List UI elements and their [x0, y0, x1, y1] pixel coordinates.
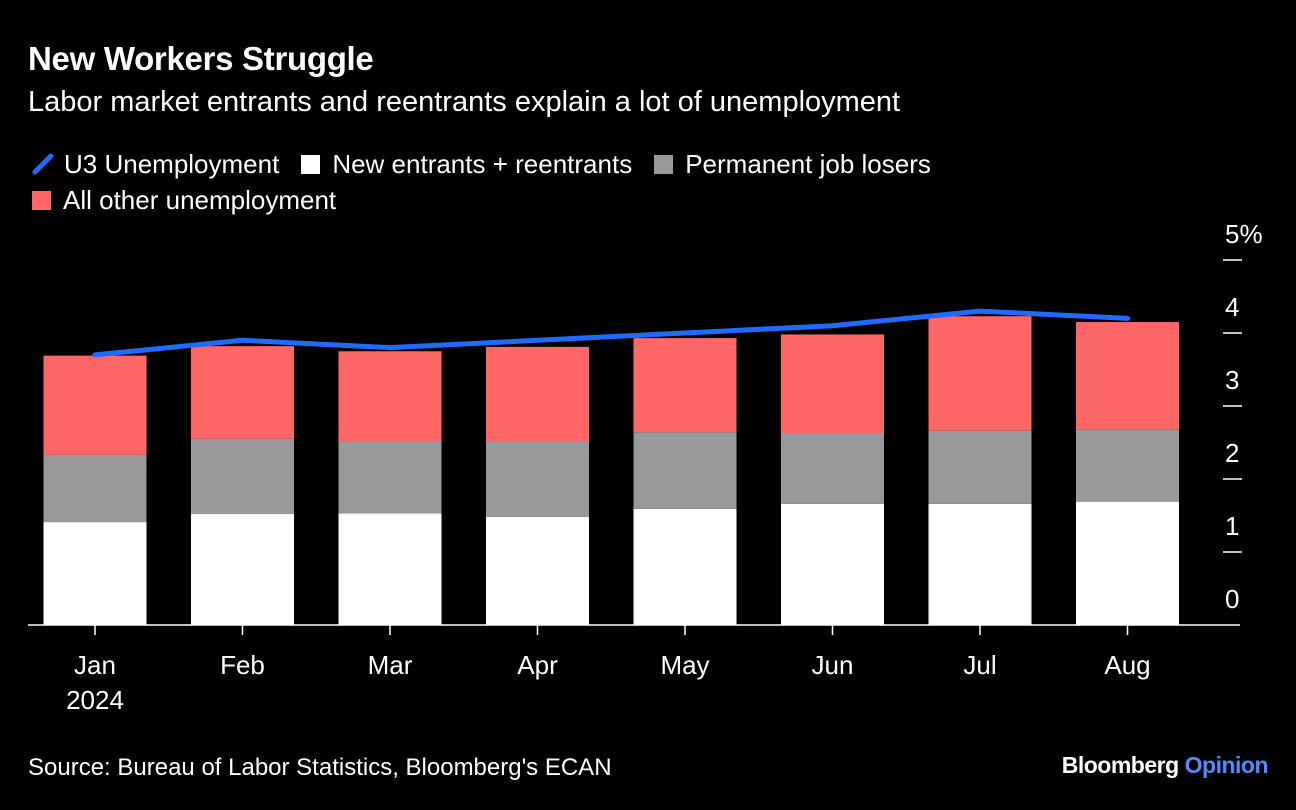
- bar-segment-other: [486, 346, 589, 442]
- legend-label-permanent: Permanent job losers: [685, 148, 931, 179]
- bar-segment-new-entrants: [1076, 501, 1179, 625]
- bar-segment-permanent: [43, 454, 147, 523]
- bar-segment-permanent: [928, 430, 1032, 504]
- bar-segment-new-entrants: [928, 503, 1032, 625]
- x-tick-label: Jan: [74, 650, 116, 680]
- brand-logo: Bloomberg Opinion: [1061, 752, 1269, 779]
- x-tick-label: Mar: [368, 650, 413, 680]
- bar-segment-permanent: [191, 438, 294, 515]
- brand-product: Opinion: [1184, 752, 1269, 778]
- bar-segment-permanent: [1076, 429, 1179, 502]
- square-swatch-icon: [301, 154, 321, 174]
- bar-segment-new-entrants: [43, 522, 147, 625]
- bar-segment-other: [781, 334, 884, 434]
- bar-segment-other: [1076, 322, 1179, 430]
- bar-segment-permanent: [633, 432, 737, 509]
- line-swatch-icon: [32, 153, 54, 175]
- legend-label-new-entrants: New entrants + reentrants: [332, 148, 633, 179]
- legend-label-other: All other unemployment: [63, 184, 337, 215]
- legend-row-1: U3 Unemployment New entrants + reentrant…: [32, 146, 1132, 182]
- brand-name: Bloomberg: [1061, 752, 1179, 778]
- x-tick-label: Aug: [1104, 650, 1150, 680]
- bar-segment-new-entrants: [486, 516, 589, 625]
- x-tick-label: May: [660, 650, 709, 680]
- x-tick-label: Jul: [963, 650, 996, 680]
- y-tick-label: 3: [1225, 365, 1239, 395]
- bar-segment-new-entrants: [633, 508, 737, 625]
- bar-segment-new-entrants: [338, 513, 442, 625]
- x-tick-label: Apr: [517, 650, 558, 680]
- bar-segment-permanent: [486, 441, 589, 517]
- y-tick-label: 5%: [1225, 219, 1263, 249]
- square-swatch-icon: [32, 190, 51, 210]
- x-tick-label: Feb: [220, 650, 265, 680]
- bar-segment-permanent: [781, 433, 884, 504]
- chart-legend: U3 Unemployment New entrants + reentrant…: [32, 146, 1132, 218]
- bar-segment-other: [43, 355, 147, 455]
- bar-segment-permanent: [338, 441, 442, 514]
- bar-segment-other: [191, 346, 294, 439]
- chart-subtitle: Labor market entrants and reentrants exp…: [28, 86, 901, 118]
- chart-title: New Workers Struggle: [28, 40, 374, 77]
- x-tick-label: Jun: [812, 650, 854, 680]
- legend-row-2: All other unemployment: [32, 182, 1132, 218]
- bar-segment-new-entrants: [781, 503, 884, 625]
- y-tick-label: 2: [1225, 438, 1239, 468]
- legend-label-u3: U3 Unemployment: [64, 148, 280, 179]
- bar-segment-other: [928, 316, 1032, 431]
- bar-segment-other: [338, 351, 442, 442]
- y-tick-label: 1: [1225, 511, 1239, 541]
- y-tick-label: 0: [1225, 584, 1239, 614]
- bar-segment-other: [633, 338, 737, 433]
- legend-item-permanent: Permanent job losers: [654, 149, 931, 180]
- x-year-label: 2024: [66, 685, 124, 715]
- legend-item-u3: U3 Unemployment: [32, 149, 279, 180]
- source-note: Source: Bureau of Labor Statistics, Bloo…: [28, 754, 612, 781]
- y-tick-label: 4: [1225, 292, 1239, 322]
- square-swatch-icon: [654, 154, 674, 174]
- bar-segment-new-entrants: [191, 514, 294, 625]
- u3-line: [92, 308, 1130, 358]
- legend-item-other: All other unemployment: [32, 185, 336, 216]
- legend-item-new-entrants: New entrants + reentrants: [301, 149, 632, 180]
